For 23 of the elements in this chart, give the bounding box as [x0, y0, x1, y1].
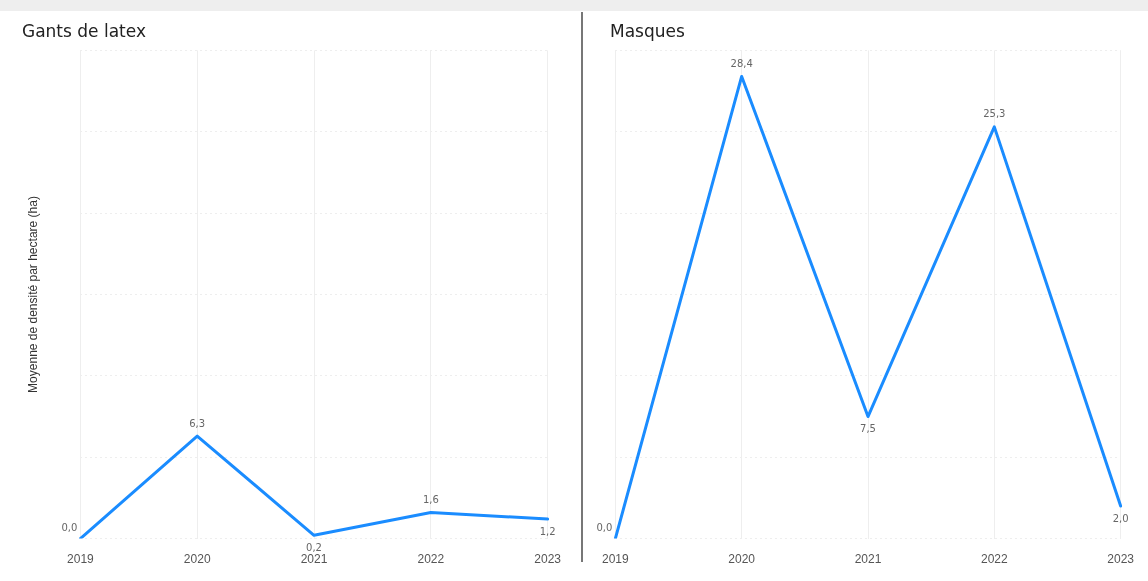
data-label: 28,4	[730, 58, 753, 70]
x-tick-label: 2020	[183, 552, 211, 567]
x-tick-label: 2021	[854, 552, 882, 567]
x-tick-label: 2019	[602, 552, 630, 567]
y-axis-title: Moyenne de densité par hectare (ha)	[25, 196, 40, 393]
data-label: 7,5	[860, 423, 876, 435]
data-label: 1,6	[422, 494, 439, 506]
x-tick-label: 2019	[67, 552, 95, 567]
x-tick-label: 2021	[300, 552, 328, 567]
x-tick-label: 2023	[1107, 552, 1135, 567]
data-label: 6,3	[189, 417, 206, 429]
data-label: 1,2	[539, 525, 556, 537]
x-tick-label: 2022	[980, 552, 1008, 567]
chart-title: Gants de latex	[22, 20, 146, 41]
chart-title: Masques	[610, 20, 685, 41]
x-tick-label: 2023	[534, 552, 562, 567]
data-label: 0,0	[596, 522, 613, 534]
data-label: 0,2	[306, 541, 322, 553]
data-label: 25,3	[983, 108, 1006, 120]
x-tick-label: 2022	[417, 552, 445, 567]
x-tick-label: 2020	[728, 552, 756, 567]
data-label: 0,0	[61, 522, 78, 534]
data-label: 2,0	[1112, 512, 1129, 524]
